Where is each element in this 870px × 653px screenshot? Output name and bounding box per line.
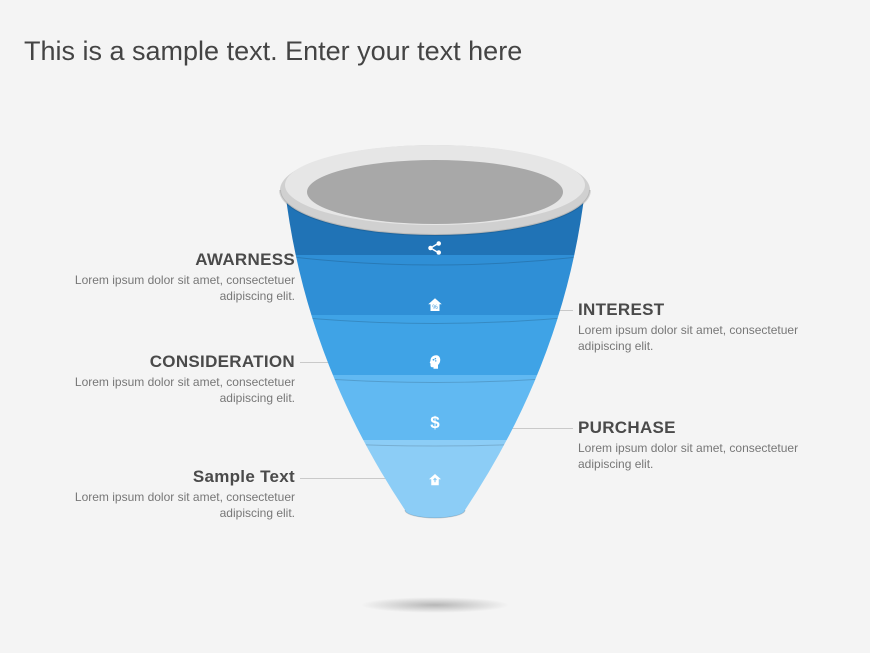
label-awareness-desc: Lorem ipsum dolor sit amet, consectetuer…: [65, 272, 295, 304]
share-icon: [425, 238, 445, 258]
funnel-rim-inner: [307, 160, 563, 224]
label-purchase-desc: Lorem ipsum dolor sit amet, consectetuer…: [578, 440, 808, 472]
label-purchase-title: PURCHASE: [578, 418, 808, 438]
label-consideration-title: CONSIDERATION: [65, 352, 295, 372]
page-title: This is a sample text. Enter your text h…: [24, 36, 522, 67]
label-awareness: AWARNESS Lorem ipsum dolor sit amet, con…: [65, 250, 295, 304]
label-interest-desc: Lorem ipsum dolor sit amet, consectetuer…: [578, 322, 808, 354]
house-icon: %: [425, 295, 445, 315]
dollar-icon: $: [425, 413, 445, 433]
label-consideration-desc: Lorem ipsum dolor sit amet, consectetuer…: [65, 374, 295, 406]
head-icon: [425, 352, 445, 372]
label-consideration: CONSIDERATION Lorem ipsum dolor sit amet…: [65, 352, 295, 406]
label-awareness-title: AWARNESS: [65, 250, 295, 270]
label-sample: Sample Text Lorem ipsum dolor sit amet, …: [65, 467, 295, 521]
svg-text:%: %: [432, 305, 438, 311]
house-up-icon: [425, 470, 445, 490]
label-purchase: PURCHASE Lorem ipsum dolor sit amet, con…: [578, 418, 808, 472]
label-interest: INTEREST Lorem ipsum dolor sit amet, con…: [578, 300, 808, 354]
label-interest-title: INTEREST: [578, 300, 808, 320]
funnel-shadow: [360, 597, 510, 613]
funnel-diagram: % $: [275, 130, 595, 570]
label-sample-title: Sample Text: [65, 467, 295, 487]
label-sample-desc: Lorem ipsum dolor sit amet, consectetuer…: [65, 489, 295, 521]
